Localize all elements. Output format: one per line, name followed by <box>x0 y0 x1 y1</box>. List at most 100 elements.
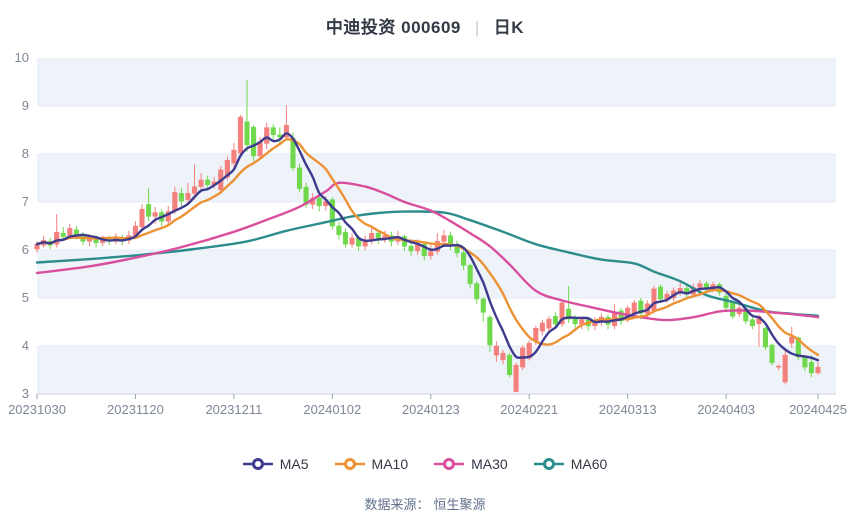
ma-line-ma10 <box>35 138 820 356</box>
legend-marker-icon <box>242 458 273 470</box>
legend-item-ma10[interactable]: MA10 <box>334 456 409 472</box>
candle-body <box>552 315 559 325</box>
candle-body <box>237 116 244 154</box>
legend-item-ma5[interactable]: MA5 <box>242 456 309 472</box>
candle-body <box>244 121 250 146</box>
legend-label: MA60 <box>570 456 608 472</box>
candle-body <box>283 124 289 138</box>
page-title: 中迪投资 000609 | 日K <box>0 13 850 38</box>
candle-body <box>447 235 454 245</box>
y-axis-label: 8 <box>22 146 29 161</box>
candle-body <box>316 197 322 207</box>
candle-body <box>60 232 66 237</box>
candle-body <box>329 199 335 227</box>
candle-body <box>749 319 755 327</box>
candle-body <box>776 365 782 368</box>
x-axis-label: 20231120 <box>107 402 164 417</box>
ma-line-ma60 <box>35 210 820 317</box>
x-axis-label: 20240313 <box>599 402 657 417</box>
title-separator: | <box>474 18 480 37</box>
candle-body <box>408 245 414 252</box>
legend-label: MA10 <box>371 456 409 472</box>
grid-band <box>37 250 836 298</box>
grid-band <box>37 154 836 202</box>
candle-body <box>54 231 60 245</box>
candle-body <box>441 235 447 242</box>
candle-body <box>795 337 801 358</box>
y-axis-label: 9 <box>22 98 29 113</box>
candle-body <box>205 179 211 185</box>
candle-body <box>224 159 230 178</box>
candle-body <box>815 366 821 374</box>
ma-line-ma5 <box>35 132 820 362</box>
candle-body <box>802 356 808 368</box>
candle-body <box>336 225 342 235</box>
candle-body <box>480 298 486 313</box>
candle-body <box>697 283 703 288</box>
legend-label: MA30 <box>471 456 508 472</box>
candle-body <box>487 316 493 346</box>
candle-body <box>467 265 473 284</box>
data-source-note: 数据来源： 恒生聚源 <box>0 494 850 513</box>
grid-band <box>37 346 836 394</box>
y-axis-label: 7 <box>22 194 29 209</box>
candle-body <box>651 288 657 312</box>
x-axis-label: 20240221 <box>500 402 558 417</box>
y-axis-label: 10 <box>15 50 29 65</box>
legend-item-ma60[interactable]: MA60 <box>533 456 608 472</box>
candle-body <box>559 302 565 325</box>
candle-body <box>139 208 145 228</box>
candle-body <box>198 179 204 187</box>
candle-body <box>762 327 769 348</box>
candle-body <box>638 300 644 314</box>
legend-item-ma30[interactable]: MA30 <box>434 456 508 472</box>
y-axis-label: 4 <box>22 338 29 353</box>
chart-legend: MA5 MA10 MA30 MA60 <box>0 456 850 472</box>
candle-body <box>421 243 427 257</box>
data-source-label: 数据来源： <box>364 497 430 512</box>
data-source-value: 恒生聚源 <box>433 497 486 512</box>
candle-body <box>231 149 237 164</box>
candle-body <box>782 354 788 383</box>
candle-body <box>67 228 73 236</box>
y-axis-label: 3 <box>22 386 29 401</box>
x-axis-label: 20240102 <box>303 402 361 417</box>
candle-body <box>566 308 572 320</box>
candle-body <box>506 354 513 376</box>
candle-body <box>185 193 191 200</box>
x-axis-label: 20231030 <box>8 402 66 417</box>
candle-body <box>493 345 499 356</box>
candle-body <box>264 127 270 144</box>
candle-body <box>428 251 434 257</box>
candle-body <box>513 364 519 392</box>
x-axis-label: 20240403 <box>697 402 755 417</box>
candle-body <box>546 318 552 329</box>
legend-marker-icon <box>533 458 564 470</box>
x-axis-label: 20240123 <box>402 402 460 417</box>
y-axis-label: 5 <box>22 290 29 305</box>
candle-body <box>251 126 257 157</box>
candle-body <box>618 310 624 322</box>
stock-name-code: 中迪投资 000609 <box>325 18 461 37</box>
candle-body <box>769 344 775 364</box>
candle-body <box>500 352 506 361</box>
candle-body <box>539 322 545 332</box>
period-label: 日K <box>493 18 525 37</box>
legend-marker-icon <box>434 458 465 470</box>
candle-body <box>657 286 664 300</box>
candle-body <box>572 318 578 325</box>
candle-body <box>349 237 355 245</box>
candle-body <box>270 127 276 136</box>
legend-label: MA5 <box>279 456 309 472</box>
ma-line-ma30 <box>35 181 820 322</box>
candle-body <box>461 252 467 266</box>
candle-body <box>723 295 729 308</box>
candle-body <box>296 167 303 189</box>
legend-marker-icon <box>334 458 365 470</box>
candle-body <box>808 362 814 374</box>
candle-body <box>191 186 198 194</box>
candle-body <box>474 283 480 300</box>
x-axis-label: 20240425 <box>789 402 847 417</box>
